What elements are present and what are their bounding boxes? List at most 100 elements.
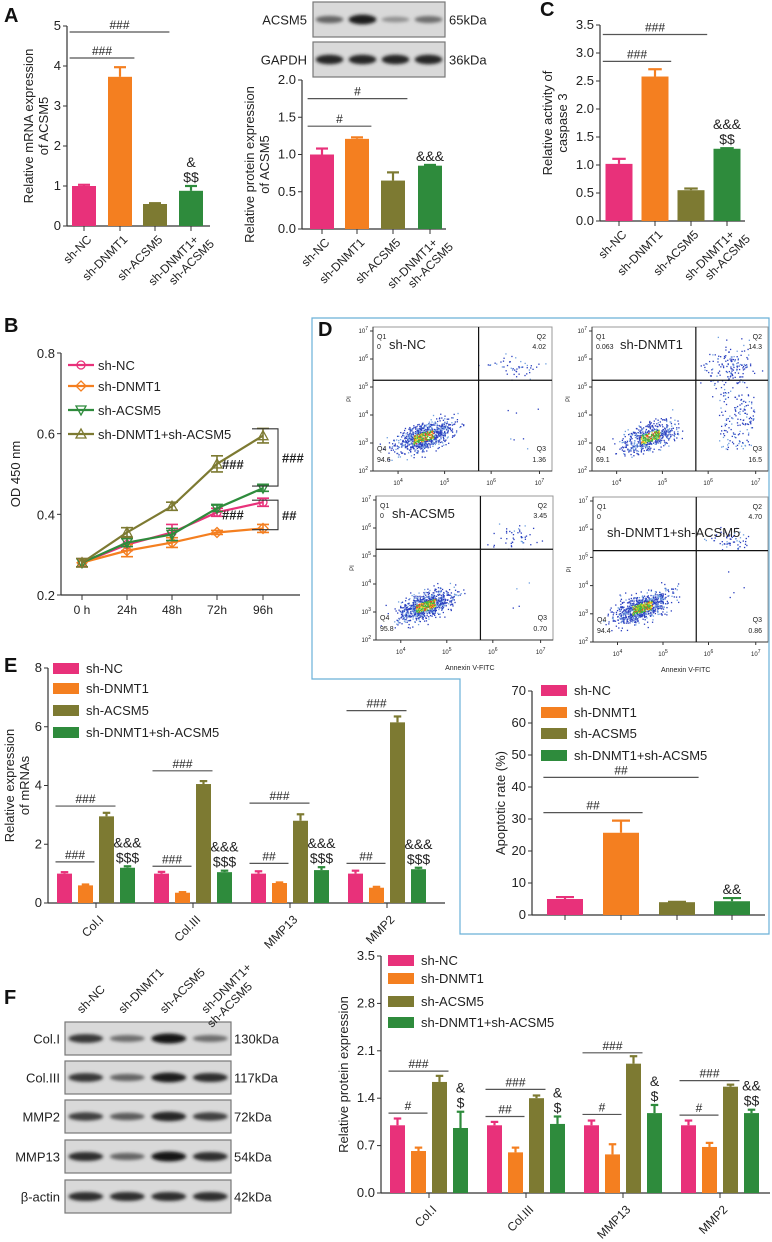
event-dot [657,436,659,438]
event-dot [628,608,630,610]
event-dot [429,612,431,615]
event-dot [414,430,417,433]
event-dot [425,606,427,608]
event-dot [611,629,613,632]
event-dot [671,588,673,590]
event-dot [406,617,408,619]
event-dot [429,439,432,441]
event-dot [733,592,735,594]
event-dot [437,601,439,603]
event-dot [428,440,430,442]
event-dot [641,434,644,436]
event-dot [446,421,449,423]
flow-plot-frame [372,326,553,472]
event-dot [655,432,657,435]
event-dot [661,582,663,584]
event-dot [657,597,660,599]
event-dot [440,426,442,428]
event-dot [434,598,436,601]
event-dot [408,614,410,616]
event-dot [641,443,644,446]
event-dot [428,439,430,441]
event-dot [436,425,438,427]
event-dot [626,619,629,621]
event-dot [423,440,425,442]
event-dot [630,616,633,619]
event-dot [630,609,633,611]
event-dot [646,449,649,451]
event-dot [436,418,438,420]
bar [179,190,203,226]
x-tick-label: 104 [612,478,622,487]
event-dot [642,618,644,620]
blot-label: Col.III [26,1071,60,1086]
event-dot [639,613,641,615]
event-dot [733,541,736,543]
event-dot [518,367,520,369]
event-dot [642,453,645,455]
event-dot [637,431,639,434]
event-dot [424,456,426,459]
event-dot [432,414,435,417]
event-dot [663,606,666,608]
event-dot [636,596,639,599]
y-tick-label: 8 [35,660,42,675]
event-dot [437,440,439,442]
event-dot [714,354,716,356]
event-dot [652,615,655,617]
event-dot [633,619,635,622]
event-dot [401,615,403,617]
event-dot [639,445,642,447]
event-dot [413,427,415,429]
event-dot [626,440,629,442]
event-dot [661,433,663,435]
event-dot [433,594,436,597]
event-dot [452,598,454,601]
bar [348,873,363,903]
event-dot [415,619,418,621]
event-dot [667,595,669,597]
event-dot [644,607,646,609]
event-dot [432,597,435,599]
event-dot [742,540,744,542]
event-dot [643,433,646,435]
event-dot [429,598,431,600]
event-dot [635,603,638,606]
event-dot [638,611,640,614]
event-dot [439,605,442,607]
event-dot [435,607,438,609]
event-dot [746,416,748,418]
event-dot [636,606,638,608]
event-dot [420,608,423,611]
event-dot [403,435,405,437]
event-dot [719,399,721,402]
event-dot [427,433,429,435]
event-dot [748,418,751,420]
event-dot [425,609,428,611]
event-dot [489,364,492,366]
event-dot [420,441,423,443]
event-dot [630,605,633,607]
event-dot [403,616,406,619]
event-dot [420,435,422,438]
event-dot [412,439,415,441]
event-dot [608,623,610,625]
event-dot [428,597,431,600]
event-dot [408,428,410,430]
event-dot [432,441,434,443]
event-dot [425,444,428,447]
event-dot [646,600,648,602]
event-dot [623,453,625,455]
bar [217,872,232,903]
event-dot [676,437,678,439]
event-dot [638,429,640,431]
event-dot [742,448,744,450]
event-dot [740,408,742,410]
event-dot [430,419,432,421]
event-dot [647,448,649,450]
event-dot [450,430,452,432]
event-dot [430,600,433,603]
event-dot [654,428,656,431]
event-dot [629,612,631,614]
event-dot [722,395,725,397]
